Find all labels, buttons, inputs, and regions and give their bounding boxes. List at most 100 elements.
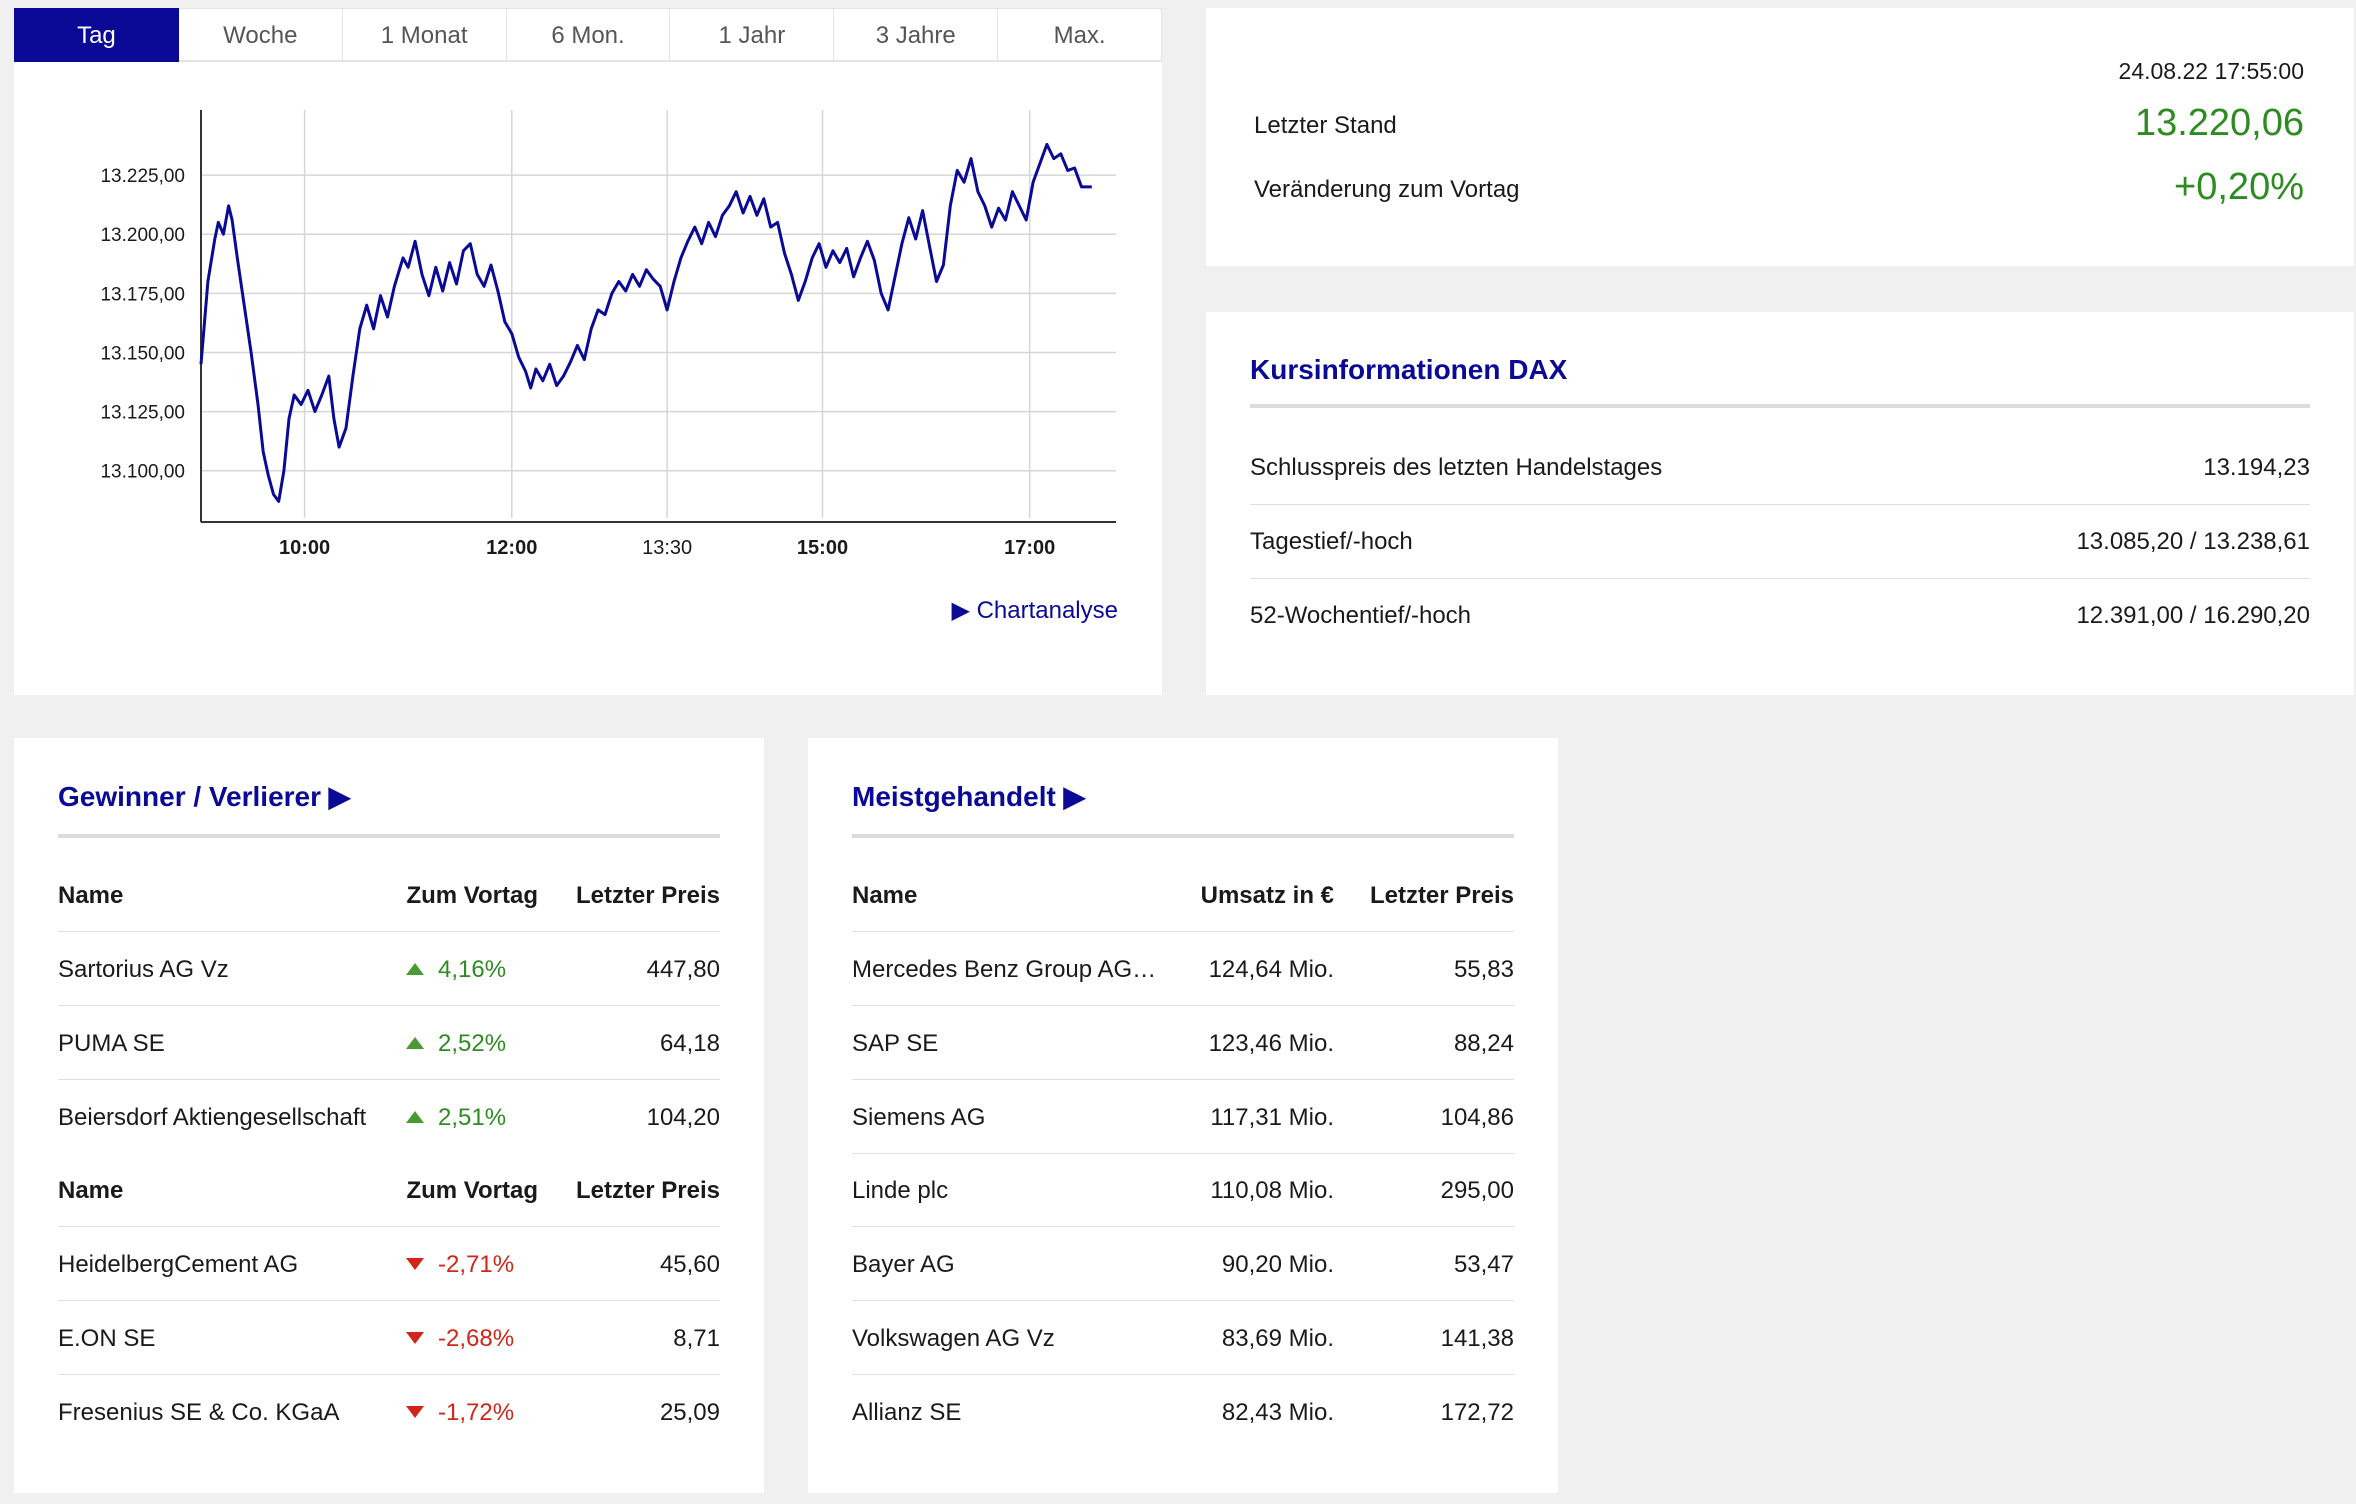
table-row[interactable]: Linde plc 110,08 Mio. 295,00 — [852, 1153, 1514, 1227]
col-name-header: Name — [58, 1177, 124, 1204]
table-row[interactable]: Mercedes Benz Group AG… 124,64 Mio. 55,8… — [852, 932, 1514, 1006]
price-cell: 53,47 — [1453, 1251, 1514, 1278]
table-row[interactable]: Siemens AG 117,31 Mio. 104,86 — [852, 1080, 1514, 1154]
change-cell: 4,16% — [406, 956, 506, 984]
price-cell: 45,60 — [659, 1251, 720, 1278]
stock-name: Allianz SE — [852, 1399, 962, 1426]
info-value: 13.085,20 / 13.238,61 — [2076, 528, 2310, 555]
most-traded-table-header: Name Umsatz in € Letzter Preis — [852, 858, 1514, 932]
table-row[interactable]: SAP SE 123,46 Mio. 88,24 — [852, 1006, 1514, 1080]
change-label: Veränderung zum Vortag — [1254, 176, 1520, 203]
price-series-line — [199, 142, 1092, 503]
col-volume-header: Umsatz in € — [1200, 882, 1334, 909]
quote-timestamp: 24.08.22 17:55:00 — [2118, 58, 2304, 84]
price-cell: 88,24 — [1453, 1030, 1514, 1057]
volume-cell: 124,64 Mio. — [1208, 956, 1334, 983]
stock-name: Bayer AG — [852, 1251, 955, 1278]
y-tick-label: 13.200,00 — [100, 225, 185, 246]
col-name-header: Name — [58, 882, 124, 909]
col-price-header: Letzter Preis — [575, 1177, 720, 1204]
table-row[interactable]: Beiersdorf Aktiengesellschaft 2,51% 104,… — [58, 1080, 720, 1154]
price-cell: 25,09 — [659, 1399, 720, 1426]
volume-cell: 123,46 Mio. — [1208, 1030, 1334, 1057]
triangle-down-icon — [406, 1257, 424, 1270]
last-price-label: Letzter Stand — [1254, 112, 1397, 139]
title-divider — [58, 834, 720, 838]
y-tick-label: 13.125,00 — [100, 403, 185, 424]
tab-max[interactable]: Max. — [998, 8, 1163, 62]
col-change-header: Zum Vortag — [406, 1177, 538, 1204]
info-row-day-range: Tagestief/-hoch 13.085,20 / 13.238,61 — [1250, 504, 2310, 579]
info-label: 52-Wochentief/-hoch — [1250, 602, 1472, 629]
stock-name: E.ON SE — [58, 1325, 156, 1352]
change-cell: -2,68% — [406, 1325, 514, 1353]
info-row-52-week-range: 52-Wochentief/-hoch 12.391,00 / 16.290,2… — [1250, 578, 2310, 652]
stock-name: Siemens AG — [852, 1104, 986, 1131]
price-info-panel: Kursinformationen DAX Schlusspreis des l… — [1206, 312, 2354, 695]
losers-table-header: Name Zum Vortag Letzter Preis — [58, 1153, 720, 1227]
table-row[interactable]: HeidelbergCement AG -2,71% 45,60 — [58, 1227, 720, 1301]
price-info-title: Kursinformationen DAX — [1250, 354, 1568, 385]
change-cell: -2,71% — [406, 1251, 514, 1279]
price-cell: 64,18 — [659, 1030, 720, 1057]
stock-name: Fresenius SE & Co. KGaA — [58, 1399, 340, 1426]
timeframe-tabs: Tag Woche 1 Monat 6 Mon. 1 Jahr 3 Jahre … — [14, 8, 1163, 62]
table-row[interactable]: Fresenius SE & Co. KGaA -1,72% 25,09 — [58, 1375, 720, 1449]
stock-name: Linde plc — [852, 1177, 949, 1204]
price-cell: 104,20 — [646, 1104, 720, 1131]
most-traded-panel: Meistgehandelt ▶ Name Umsatz in € Letzte… — [808, 738, 1558, 1493]
stock-name: Mercedes Benz Group AG… — [852, 956, 1157, 983]
table-row[interactable]: Sartorius AG Vz 4,16% 447,80 — [58, 932, 720, 1006]
y-tick-label: 13.175,00 — [100, 284, 185, 305]
intraday-line-chart: 13.100,00 13.125,00 13.150,00 13.175,00 13.2… — [100, 110, 1116, 559]
col-price-header: Letzter Preis — [575, 882, 720, 909]
triangle-down-icon — [406, 1331, 424, 1344]
info-label: Schlusspreis des letzten Handelstages — [1250, 454, 1663, 481]
volume-cell: 117,31 Mio. — [1210, 1104, 1334, 1131]
info-row-previous-close: Schlusspreis des letzten Handelstages 13… — [1250, 430, 2310, 505]
gainers-losers-panel: Gewinner / Verlierer ▶ Name Zum Vortag L… — [14, 738, 764, 1493]
tab-3-years[interactable]: 3 Jahre — [834, 8, 999, 62]
x-tick-label: 12:00 — [486, 537, 537, 559]
info-value: 12.391,00 / 16.290,20 — [2076, 602, 2310, 629]
tab-week[interactable]: Woche — [178, 8, 343, 62]
x-tick-label: 10:00 — [279, 537, 330, 559]
volume-cell: 110,08 Mio. — [1210, 1177, 1334, 1204]
last-price-value: 13.220,06 — [2134, 102, 2304, 144]
col-name-header: Name — [852, 882, 918, 909]
chartanalyse-link[interactable]: ▶ Chartanalyse — [951, 597, 1118, 624]
y-tick-label: 13.100,00 — [100, 462, 185, 483]
tab-1-month[interactable]: 1 Monat — [342, 8, 507, 62]
info-label: Tagestief/-hoch — [1250, 528, 1413, 555]
table-row[interactable]: E.ON SE -2,68% 8,71 — [58, 1301, 720, 1375]
col-price-header: Letzter Preis — [1369, 882, 1514, 909]
price-cell: 141,38 — [1440, 1325, 1514, 1352]
triangle-up-icon — [406, 1036, 424, 1049]
price-cell: 104,86 — [1440, 1104, 1514, 1131]
winners-table-header: Name Zum Vortag Letzter Preis — [58, 858, 720, 932]
change-cell: -1,72% — [406, 1399, 514, 1427]
table-row[interactable]: Volkswagen AG Vz 83,69 Mio. 141,38 — [852, 1301, 1514, 1375]
stock-name: PUMA SE — [58, 1030, 165, 1057]
price-cell: 172,72 — [1440, 1399, 1514, 1426]
last-quote-panel: 24.08.22 17:55:00 Letzter Stand 13.220,0… — [1206, 8, 2354, 266]
volume-cell: 83,69 Mio. — [1221, 1325, 1334, 1352]
index-chart-panel: Tag Woche 1 Monat 6 Mon. 1 Jahr 3 Jahre … — [14, 8, 1163, 695]
stock-name: Sartorius AG Vz — [58, 956, 229, 983]
info-value: 13.194,23 — [2203, 454, 2310, 481]
table-row[interactable]: Bayer AG 90,20 Mio. 53,47 — [852, 1227, 1514, 1301]
gainers-losers-title-link[interactable]: Gewinner / Verlierer ▶ — [58, 781, 351, 812]
change-cell: 2,52% — [406, 1030, 506, 1058]
stock-name: Beiersdorf Aktiengesellschaft — [58, 1104, 367, 1131]
x-tick-label: 13:30 — [642, 537, 692, 559]
tab-6-months[interactable]: 6 Mon. — [506, 8, 671, 62]
most-traded-title-link[interactable]: Meistgehandelt ▶ — [852, 781, 1086, 812]
table-row[interactable]: PUMA SE 2,52% 64,18 — [58, 1006, 720, 1080]
tab-day[interactable]: Tag — [14, 8, 179, 62]
triangle-up-icon — [406, 962, 424, 975]
table-row[interactable]: Allianz SE 82,43 Mio. 172,72 — [852, 1375, 1514, 1449]
title-divider — [1250, 404, 2310, 408]
stock-name: HeidelbergCement AG — [58, 1251, 299, 1278]
tab-1-year[interactable]: 1 Jahr — [670, 8, 835, 62]
stock-name: Volkswagen AG Vz — [852, 1325, 1055, 1352]
